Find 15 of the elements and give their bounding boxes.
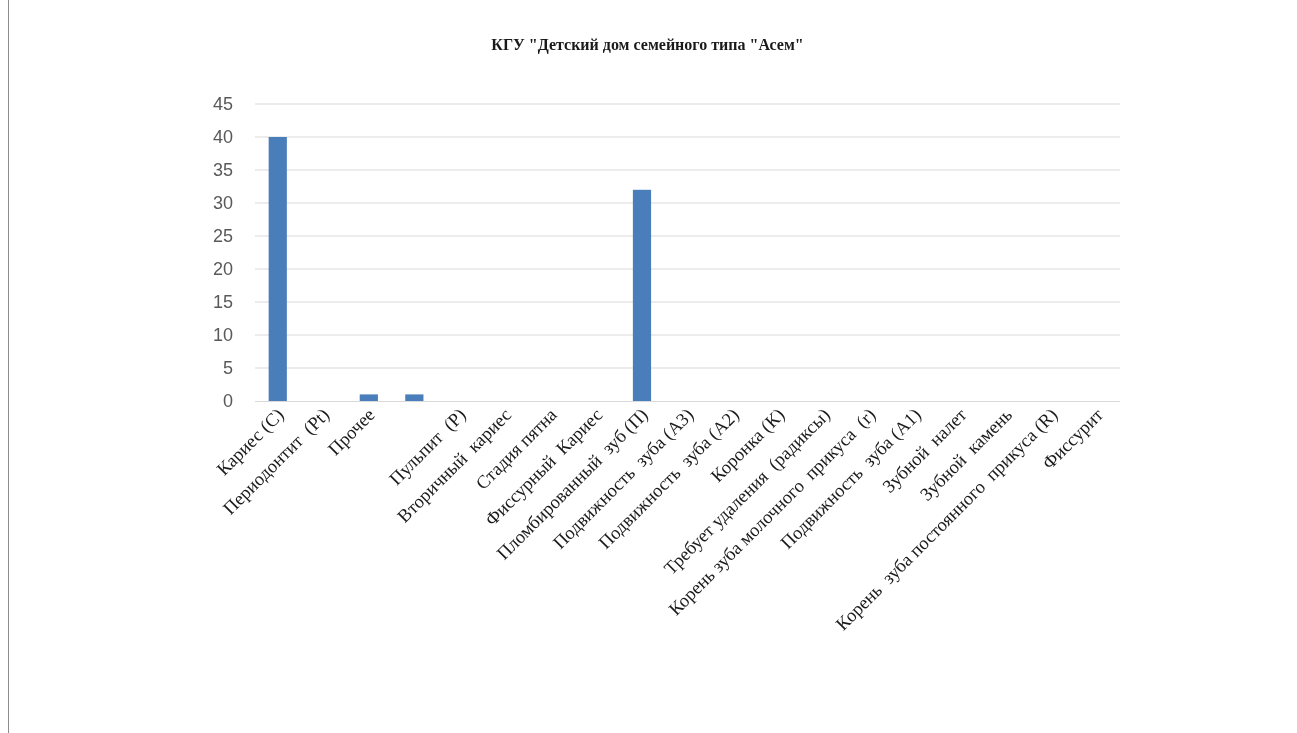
y-tick-label: 25 [212,226,233,247]
y-tick-label: 45 [212,94,233,115]
y-tick-label: 5 [222,358,233,379]
y-tick-label: 35 [212,160,233,181]
y-tick-label: 40 [212,127,233,148]
y-tick-label: 10 [212,325,233,346]
bar [405,394,424,401]
y-tick-label: 30 [212,193,233,214]
y-tick-label: 15 [212,292,233,313]
bar [632,189,652,401]
bar [359,394,378,401]
bar [268,137,287,401]
y-tick-label: 20 [212,259,233,280]
chart-title: КГУ "Детский дом семейного типа "Асем" [491,36,804,54]
y-tick-label: 0 [222,391,233,412]
